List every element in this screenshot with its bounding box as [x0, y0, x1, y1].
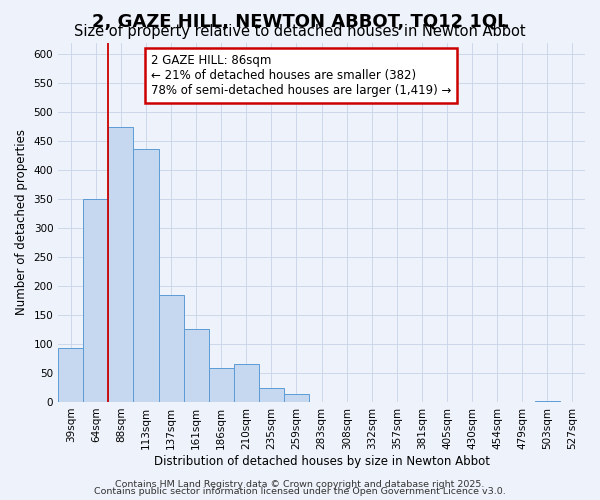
Bar [58, 348, 83, 402]
Text: Contains public sector information licensed under the Open Government Licence v3: Contains public sector information licen… [94, 487, 506, 496]
Bar [234, 364, 259, 402]
Text: 2 GAZE HILL: 86sqm
← 21% of detached houses are smaller (382)
78% of semi-detach: 2 GAZE HILL: 86sqm ← 21% of detached hou… [151, 54, 451, 97]
Text: 2, GAZE HILL, NEWTON ABBOT, TQ12 1QL: 2, GAZE HILL, NEWTON ABBOT, TQ12 1QL [92, 12, 508, 30]
Text: Contains HM Land Registry data © Crown copyright and database right 2025.: Contains HM Land Registry data © Crown c… [115, 480, 485, 489]
Bar [284, 394, 309, 402]
Bar [184, 330, 209, 402]
Bar [209, 368, 234, 402]
Y-axis label: Number of detached properties: Number of detached properties [15, 129, 28, 315]
Text: Size of property relative to detached houses in Newton Abbot: Size of property relative to detached ho… [74, 24, 526, 39]
Bar [259, 388, 284, 402]
Bar [158, 296, 184, 402]
X-axis label: Distribution of detached houses by size in Newton Abbot: Distribution of detached houses by size … [154, 454, 490, 468]
Bar [83, 199, 109, 402]
Bar [133, 148, 158, 402]
Bar [109, 126, 133, 402]
